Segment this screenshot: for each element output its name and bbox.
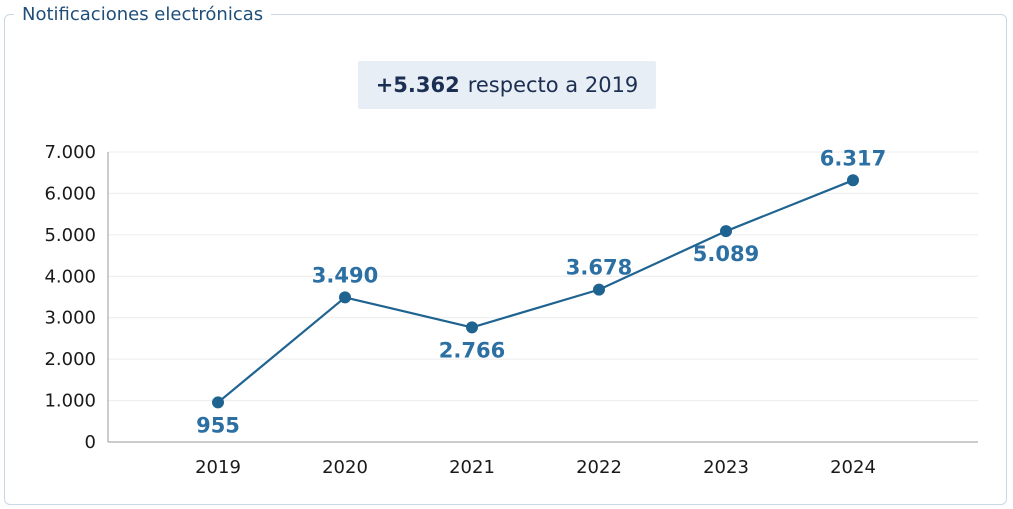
y-tick-label: 3.000 xyxy=(44,308,96,329)
data-label: 2.766 xyxy=(439,338,505,362)
data-point xyxy=(466,321,478,334)
x-tick-label: 2020 xyxy=(322,457,368,478)
data-point xyxy=(593,283,605,296)
y-tick-label: 5.000 xyxy=(44,225,96,246)
x-tick-label: 2023 xyxy=(703,457,749,478)
data-label: 5.089 xyxy=(693,242,759,266)
y-tick-label: 6.000 xyxy=(44,183,96,204)
data-label: 3.678 xyxy=(566,256,632,280)
y-tick-label: 4.000 xyxy=(44,266,96,287)
data-label: 3.490 xyxy=(312,263,378,287)
summary-badge: +5.362 respecto a 2019 xyxy=(358,61,656,109)
x-tick-label: 2024 xyxy=(830,457,876,478)
data-point xyxy=(720,225,732,238)
summary-text: respecto a 2019 xyxy=(467,73,639,97)
data-point xyxy=(212,396,224,409)
x-tick-label: 2022 xyxy=(576,457,622,478)
series-line xyxy=(217,179,854,404)
x-tick-label: 2019 xyxy=(195,457,241,478)
series xyxy=(212,174,859,409)
y-tick-label: 7.000 xyxy=(44,142,96,163)
data-label: 6.317 xyxy=(820,146,886,170)
panel-title: Notificaciones electrónicas xyxy=(14,3,272,27)
y-tick-label: 0 xyxy=(85,432,96,453)
summary-delta: +5.362 xyxy=(375,73,460,97)
y-tick-label: 1.000 xyxy=(44,391,96,412)
data-labels: 955 3.490 2.766 3.678 5.089 6.317 xyxy=(196,146,886,437)
axes: 0 1.000 2.000 3.000 4.000 5.000 6.000 7.000 2019… xyxy=(44,142,978,478)
chart-panel xyxy=(4,14,1007,505)
gridlines xyxy=(108,151,978,402)
data-point xyxy=(339,291,351,304)
y-tick-label: 2.000 xyxy=(44,349,96,370)
x-tick-label: 2021 xyxy=(449,457,495,478)
data-point xyxy=(847,174,859,187)
data-label: 955 xyxy=(196,413,240,437)
